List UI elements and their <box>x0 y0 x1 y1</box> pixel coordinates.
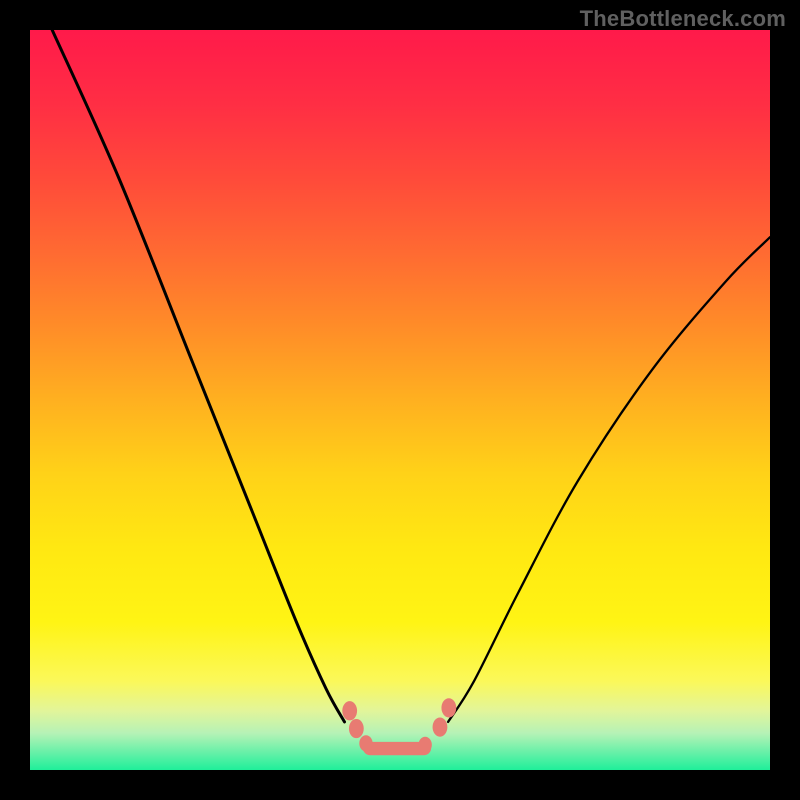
bottom-band-dot <box>349 719 364 738</box>
watermark-text: TheBottleneck.com <box>580 6 786 32</box>
chart-svg <box>0 0 800 800</box>
frame-border-left <box>0 0 30 800</box>
bottom-band-dot <box>342 701 357 720</box>
bottom-band-dot <box>441 698 456 717</box>
background-rect <box>30 30 770 770</box>
bottom-band-dot <box>359 735 372 751</box>
bottom-band-dot <box>419 737 432 753</box>
frame-border-right <box>770 0 800 800</box>
bottom-band-dot <box>433 717 448 736</box>
chart-frame: TheBottleneck.com <box>0 0 800 800</box>
frame-border-bottom <box>0 770 800 800</box>
